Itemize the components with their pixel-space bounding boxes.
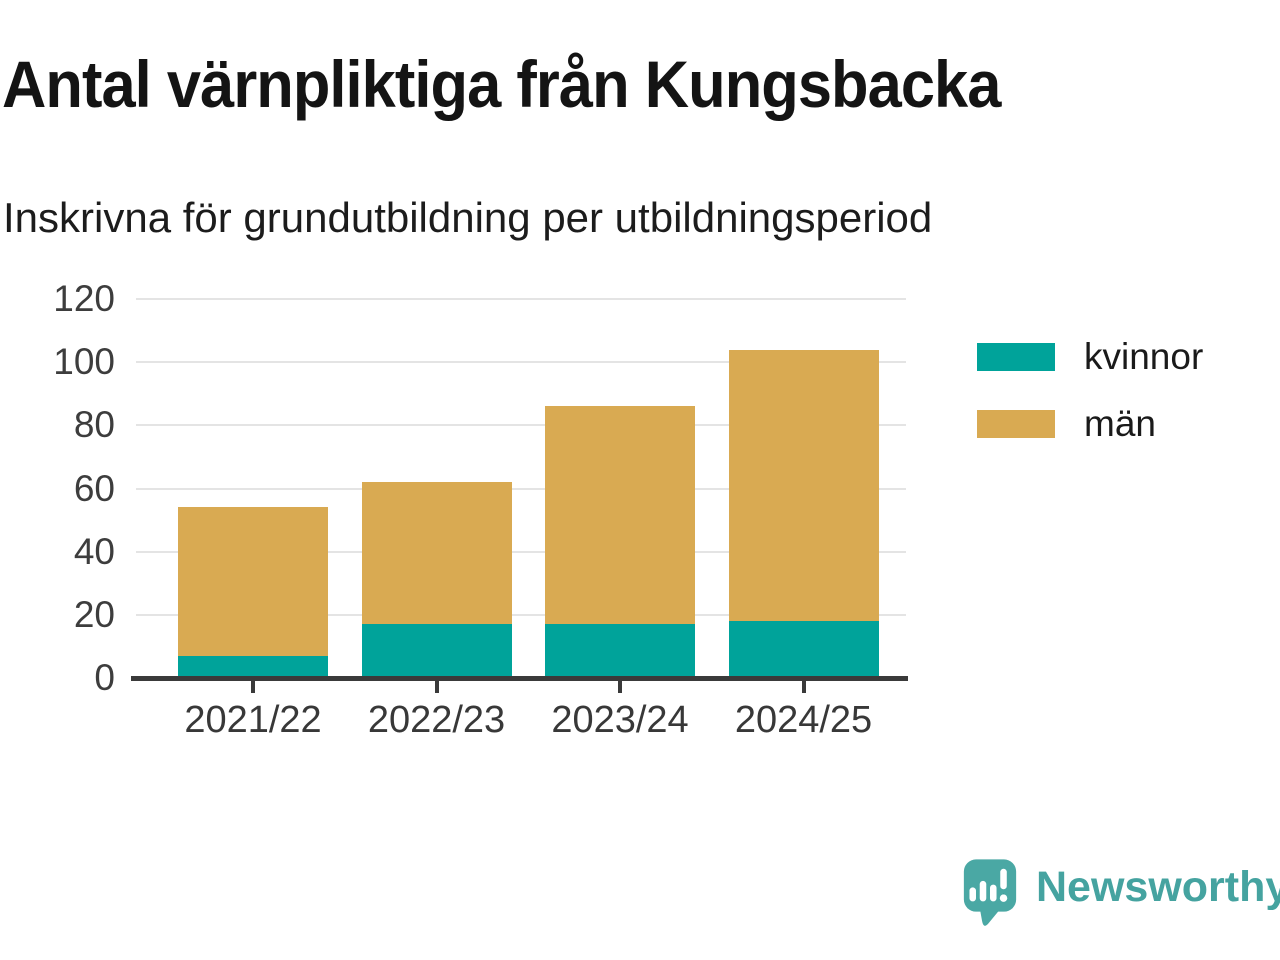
gridline-20 <box>136 613 906 616</box>
x-axis-tick <box>251 679 255 693</box>
bar-chart-speech-bubble-icon <box>963 859 1017 926</box>
y-axis-label: 120 <box>53 278 115 319</box>
bar-segment-kvinnor <box>361 624 512 678</box>
y-axis-label: 20 <box>73 593 115 635</box>
bar-segment-män <box>728 349 879 622</box>
gridline-80 <box>136 424 906 427</box>
gridline-120 <box>136 298 906 300</box>
legend-swatch-man <box>977 409 1055 438</box>
x-axis-tick <box>801 679 806 693</box>
legend: kvinnor män <box>977 338 1203 472</box>
legend-item-kvinnor: kvinnor <box>977 338 1203 375</box>
x-axis-label: 2023/24 <box>551 699 689 741</box>
x-axis-label: 2024/25 <box>734 699 873 741</box>
legend-item-man: män <box>977 405 1203 442</box>
x-axis-label: 2022/23 <box>367 699 506 741</box>
x-axis-line <box>131 676 908 681</box>
legend-label-man: män <box>1084 403 1156 444</box>
bar-segment-kvinnor <box>178 655 328 678</box>
newsworthy-logo-text: Newsworthy <box>1036 863 1280 911</box>
y-axis-label: 0 <box>94 657 115 698</box>
y-axis-label: 100 <box>53 341 115 383</box>
chart-title: Antal värnpliktiga från Kungsbacka <box>2 47 1001 121</box>
bar-segment-män <box>545 406 695 625</box>
y-axis-label: 60 <box>73 467 115 509</box>
bar-segment-kvinnor <box>728 621 879 678</box>
x-axis-tick <box>618 679 622 693</box>
bar-segment-män <box>361 482 512 625</box>
gridline-60 <box>136 487 906 490</box>
x-axis-tick <box>434 679 439 693</box>
bar-segment-kvinnor <box>545 624 695 678</box>
y-axis-label: 80 <box>73 404 115 446</box>
gridline-40 <box>136 550 906 553</box>
gridline-100 <box>136 361 906 364</box>
legend-swatch-kvinnor <box>977 342 1055 371</box>
y-axis-label: 40 <box>73 530 115 572</box>
x-axis-label: 2021/22 <box>184 699 322 741</box>
bar-segment-män <box>178 507 328 656</box>
newsworthy-logo: Newsworthy <box>962 857 1280 929</box>
chart-subtitle: Inskrivna för grundutbildning per utbild… <box>3 194 933 241</box>
legend-label-kvinnor: kvinnor <box>1084 336 1204 377</box>
